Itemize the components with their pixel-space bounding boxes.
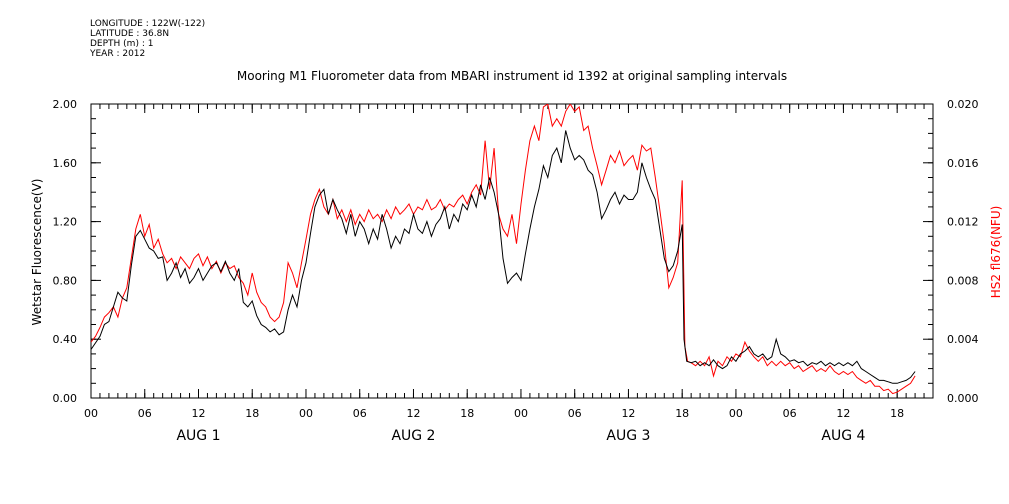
x-tick-label: 18	[890, 407, 904, 420]
chart-title: Mooring M1 Fluorometer data from MBARI i…	[237, 69, 787, 83]
x-tick-label: 00	[84, 407, 98, 420]
x-day-label: AUG 2	[391, 428, 435, 444]
x-day-label: AUG 3	[606, 428, 650, 444]
x-tick-label: 18	[460, 407, 474, 420]
latitude-label: LATITUDE : 36.8N	[90, 29, 170, 39]
y-tick-label: 1.20	[53, 216, 78, 229]
x-tick-label: 12	[406, 407, 420, 420]
series-line-hs2-fl676	[91, 104, 916, 395]
x-tick-label: 06	[783, 407, 797, 420]
depth-label: DEPTH (m) : 1	[90, 39, 154, 49]
x-tick-label: 18	[245, 407, 259, 420]
x-tick-label: 00	[729, 407, 743, 420]
series-line-wetstar-fluorescence	[91, 130, 916, 384]
x-tick-label: 18	[675, 407, 689, 420]
y-tick-label: 0.40	[53, 333, 78, 346]
y2-axis-label: HS2 fl676(NFU)	[989, 206, 1003, 299]
year-label: YEAR : 2012	[90, 49, 146, 59]
y-tick-label: 0.80	[53, 274, 78, 287]
x-day-label: AUG 1	[176, 428, 220, 444]
y-tick-label: 1.60	[53, 157, 78, 170]
x-tick-label: 00	[514, 407, 528, 420]
y2-tick-label: 0.008	[947, 274, 979, 287]
x-day-label: AUG 4	[821, 428, 865, 444]
y2-tick-label: 0.004	[947, 333, 979, 346]
x-tick-label: 00	[299, 407, 313, 420]
x-tick-label: 12	[836, 407, 850, 420]
y2-tick-label: 0.012	[947, 216, 979, 229]
x-tick-label: 12	[191, 407, 205, 420]
x-tick-label: 06	[138, 407, 152, 420]
y-tick-label: 0.00	[53, 392, 78, 405]
y2-tick-label: 0.000	[947, 392, 979, 405]
axes-frame: 00 06 12 18 00 06 12 18 00 06 12 18 00 06 12 18 AUG 1 AUG…	[53, 98, 979, 444]
series-layer	[91, 104, 916, 395]
y2-tick-label: 0.016	[947, 157, 979, 170]
y-axis-label: Wetstar Fluorescence(V)	[30, 179, 44, 326]
x-tick-label: 06	[353, 407, 367, 420]
x-tick-label: 12	[621, 407, 635, 420]
x-tick-label: 06	[568, 407, 582, 420]
y-tick-label: 2.00	[53, 98, 78, 111]
metadata-block: LONGITUDE : 122W(-122) LATITUDE : 36.8N …	[90, 19, 205, 59]
y2-tick-label: 0.020	[947, 98, 979, 111]
plot-frame	[90, 103, 934, 399]
longitude-label: LONGITUDE : 122W(-122)	[90, 19, 206, 29]
